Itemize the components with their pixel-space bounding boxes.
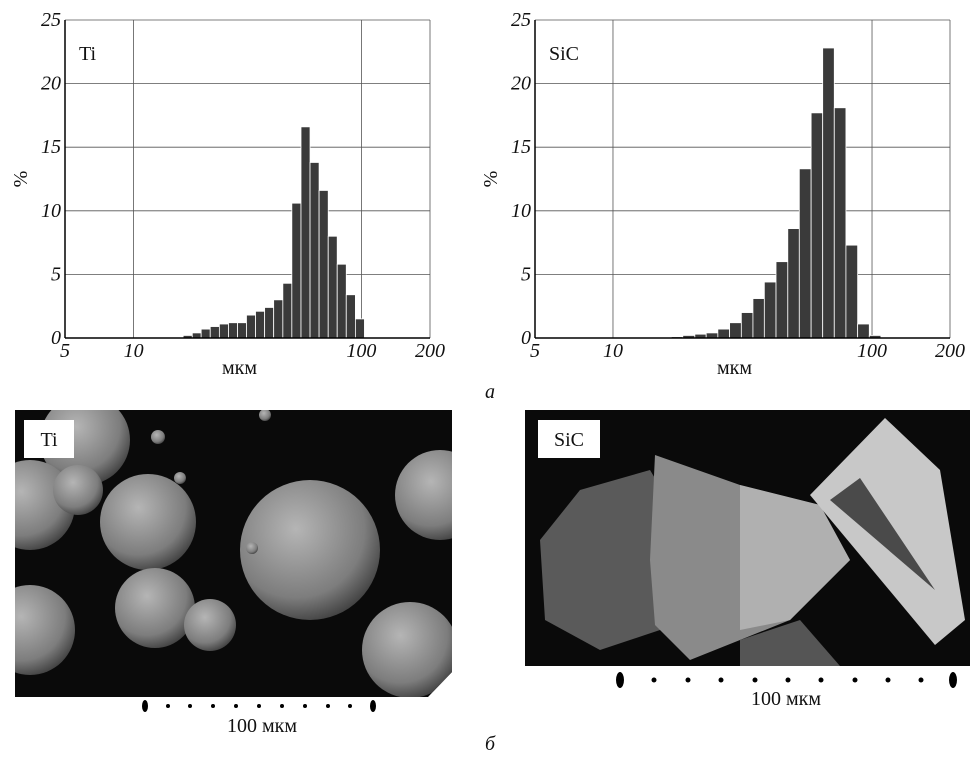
bar: [345, 294, 356, 339]
x-axis-label: мкм: [222, 357, 257, 379]
bar: [775, 261, 789, 339]
scale-bar: [616, 672, 957, 688]
bar: [218, 323, 229, 339]
bar: [798, 168, 812, 339]
bar: [264, 307, 275, 339]
bar: [705, 332, 719, 339]
chart-label: SiC: [549, 43, 579, 65]
y-tick-label: 20: [41, 73, 61, 95]
y-tick-label: 5: [51, 263, 61, 285]
x-tick-label: 10: [124, 340, 144, 362]
x-axis-label: мкм: [717, 357, 752, 379]
y-tick-label: 0: [521, 327, 531, 349]
bar: [833, 107, 847, 339]
bar: [857, 323, 870, 339]
y-axis-label: %: [10, 171, 32, 188]
x-tick-label: 200: [935, 340, 965, 362]
x-tick-label: 5: [530, 340, 540, 362]
bar: [822, 47, 835, 339]
bar: [255, 310, 266, 339]
plot-area: [535, 20, 950, 338]
bar: [200, 328, 211, 339]
bar: [763, 281, 777, 339]
scale-label: 100 мкм: [751, 688, 821, 710]
y-tick-label: 15: [41, 136, 61, 158]
image-label: SiC: [554, 429, 584, 451]
micrograph: [15, 410, 452, 697]
y-tick-label: 5: [521, 263, 531, 285]
bar: [191, 332, 202, 339]
y-tick-label: 0: [51, 327, 61, 349]
bar: [228, 322, 238, 339]
bar: [327, 235, 338, 339]
bar: [246, 314, 256, 339]
y-axis-label: %: [480, 171, 502, 188]
y-tick-label: 15: [511, 136, 531, 158]
caption: а: [485, 381, 495, 403]
chart-label: Ti: [79, 43, 97, 65]
bar: [318, 190, 329, 339]
bar: [282, 282, 293, 339]
caption: б: [485, 733, 496, 755]
bar: [336, 263, 347, 339]
y-tick-label: 25: [41, 9, 61, 31]
bar: [787, 228, 800, 339]
x-tick-label: 100: [857, 340, 887, 362]
bar: [209, 326, 220, 339]
bar: [309, 162, 320, 339]
bar: [354, 318, 365, 339]
plot-area: [65, 20, 430, 338]
x-tick-label: 200: [415, 340, 445, 362]
image-label: Ti: [40, 429, 58, 451]
bar: [740, 312, 754, 339]
bar: [729, 322, 742, 339]
bar: [291, 202, 302, 339]
x-tick-label: 5: [60, 340, 70, 362]
scale-bar: [142, 700, 376, 712]
bar: [237, 322, 247, 339]
x-tick-label: 100: [346, 340, 376, 362]
bar: [845, 244, 859, 339]
y-tick-label: 10: [41, 200, 61, 222]
bar: [273, 299, 284, 339]
bar: [300, 126, 311, 339]
y-tick-label: 20: [511, 73, 531, 95]
y-tick-label: 25: [511, 9, 531, 31]
y-tick-label: 10: [511, 200, 531, 222]
bar: [752, 298, 765, 339]
bar: [717, 328, 731, 339]
label-box: [24, 420, 74, 458]
scale-label: 100 мкм: [227, 715, 297, 737]
label-box: [538, 420, 600, 458]
bar: [810, 112, 824, 339]
x-tick-label: 10: [603, 340, 623, 362]
